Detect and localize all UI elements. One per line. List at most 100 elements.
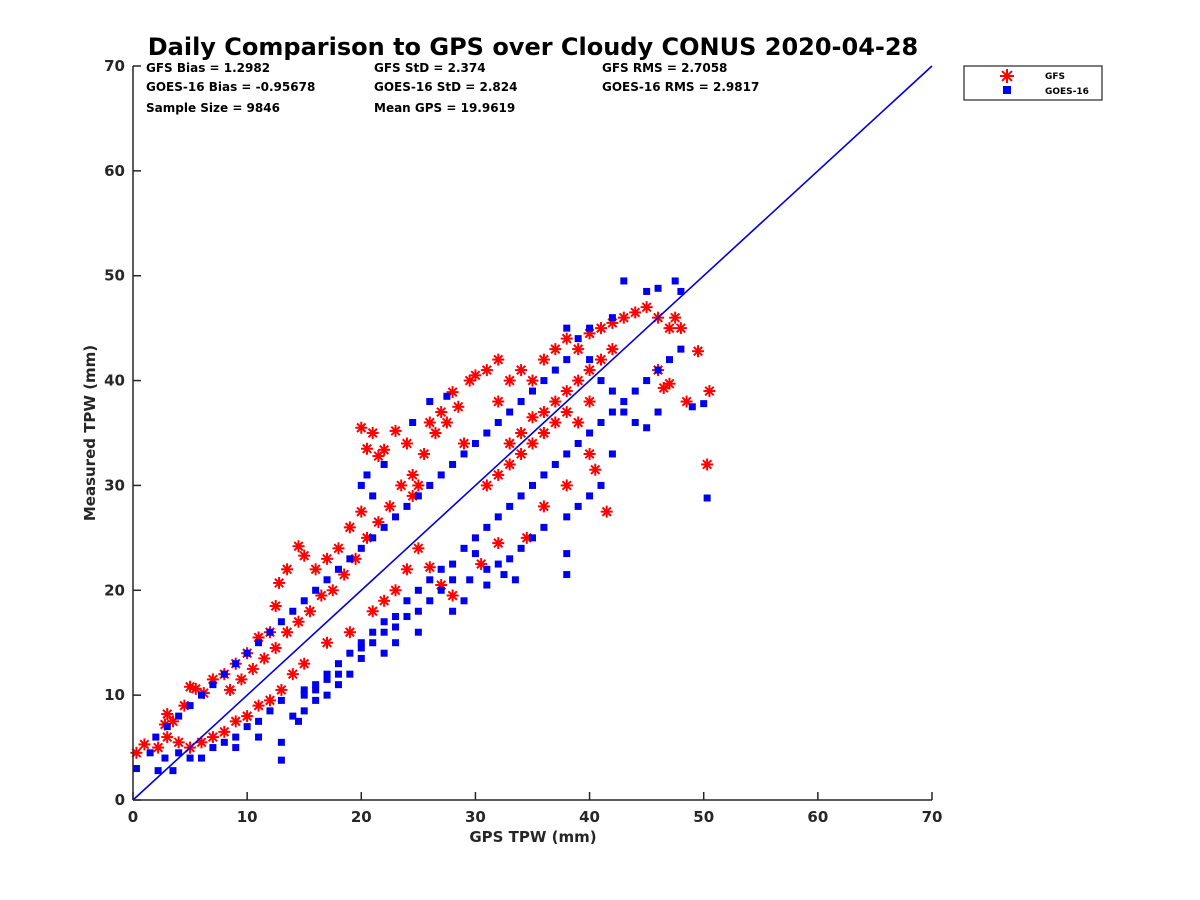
stat-gfs-bias: GFS Bias = 1.2982 (146, 61, 270, 75)
stat-gfs-rms: GFS RMS = 2.7058 (602, 61, 727, 75)
goes-16-point (529, 534, 536, 542)
gfs-point (537, 406, 550, 419)
x-tick-label: 70 (922, 808, 943, 826)
gfs-point (429, 427, 442, 439)
series-goes-16 (132, 277, 711, 775)
goes-16-point (323, 675, 331, 683)
goes-16-point (323, 670, 331, 678)
goes-16-point (586, 356, 594, 364)
goes-16-point (597, 419, 605, 427)
x-axis-ticks: 0 10 20 30 40 50 60 70 (128, 792, 943, 826)
reference-line-1to1 (132, 65, 933, 801)
gfs-point (378, 443, 391, 456)
goes-16-point (346, 555, 354, 563)
gfs-point (406, 468, 419, 481)
goes-16-point (197, 754, 205, 762)
gfs-point (321, 636, 334, 649)
gfs-point (515, 447, 528, 460)
goes-16-point (289, 607, 297, 615)
goes-16-point (703, 494, 711, 502)
goes-16-point (152, 733, 160, 741)
goes-16-point (380, 649, 388, 657)
goes-16-point (312, 696, 320, 704)
gfs-point (206, 731, 219, 744)
goes-16-point (357, 481, 365, 489)
gfs-point (594, 322, 607, 335)
stat-goes-std: GOES-16 StD = 2.824 (374, 80, 517, 94)
legend-label-goes-16: GOES-16 (1045, 87, 1089, 97)
goes-16-point (449, 460, 457, 468)
goes-16-point (392, 613, 400, 620)
goes-16-point (380, 628, 388, 636)
goes-16-point (334, 660, 342, 668)
legend-marker-goes-16 (1003, 86, 1011, 94)
goes-16-point (295, 717, 303, 725)
x-tick-label: 0 (128, 808, 138, 826)
goes-16-point (643, 377, 651, 385)
goes-16-point (175, 712, 183, 720)
goes-16-point (437, 586, 445, 594)
y-tick-label: 50 (104, 267, 125, 285)
goes-16-point (471, 439, 479, 447)
goes-16-point (255, 733, 263, 741)
goes-16-point (643, 424, 651, 432)
gfs-point (674, 322, 687, 335)
gfs-point (537, 427, 550, 439)
goes-16-point (232, 744, 240, 752)
goes-16-point (563, 571, 571, 579)
series-gfs (130, 301, 716, 759)
gfs-point (298, 657, 311, 670)
gfs-point (446, 589, 459, 602)
goes-16-point (443, 392, 451, 400)
gfs-point (161, 708, 174, 721)
gfs-point (526, 437, 539, 450)
gfs-point (400, 563, 413, 576)
legend: GFS GOES-16 (963, 65, 1103, 101)
goes-16-point (563, 356, 571, 364)
gfs-point (480, 364, 493, 377)
goes-16-point (380, 618, 388, 626)
gfs-point (663, 377, 676, 390)
goes-16-point (380, 460, 388, 468)
goes-16-point (403, 502, 411, 510)
gfs-point (640, 301, 653, 314)
y-tick-label: 0 (115, 791, 125, 809)
gfs-point (355, 421, 368, 434)
goes-16-point (563, 324, 571, 332)
gfs-point (298, 549, 311, 562)
goes-16-point (232, 660, 240, 668)
gfs-point (161, 731, 174, 744)
gfs-point (412, 479, 425, 492)
gfs-point (241, 710, 254, 723)
goes-16-point (631, 387, 639, 395)
goes-16-point (334, 670, 342, 678)
gfs-point (692, 345, 705, 358)
goes-16-point (506, 555, 514, 563)
gfs-point (537, 353, 550, 366)
goes-16-point (471, 534, 479, 542)
goes-16-point (323, 691, 331, 699)
legend-marker-gfs (1000, 69, 1014, 83)
gfs-point (492, 468, 505, 481)
goes-16-point (517, 544, 525, 552)
gfs-point (263, 694, 276, 707)
statistics-annotations: GFS Bias = 1.2982 GFS StD = 2.374 GFS RM… (146, 61, 759, 115)
gfs-point (560, 385, 573, 398)
goes-16-point (300, 691, 308, 699)
stat-goes-rms: GOES-16 RMS = 2.9817 (602, 80, 759, 94)
goes-16-point (132, 765, 140, 773)
gfs-point (366, 427, 379, 439)
goes-16-point (529, 481, 536, 489)
gfs-point (629, 306, 642, 319)
gfs-point (423, 561, 436, 574)
goes-16-point (511, 576, 519, 584)
goes-16-point (551, 460, 559, 468)
goes-16-point (529, 387, 536, 395)
goes-16-point (277, 618, 285, 626)
goes-16-point (500, 571, 508, 579)
goes-16-point (608, 408, 616, 416)
goes-16-point (483, 429, 491, 437)
gfs-point (418, 447, 431, 460)
gfs-point (395, 479, 408, 492)
goes-16-point (540, 377, 548, 385)
